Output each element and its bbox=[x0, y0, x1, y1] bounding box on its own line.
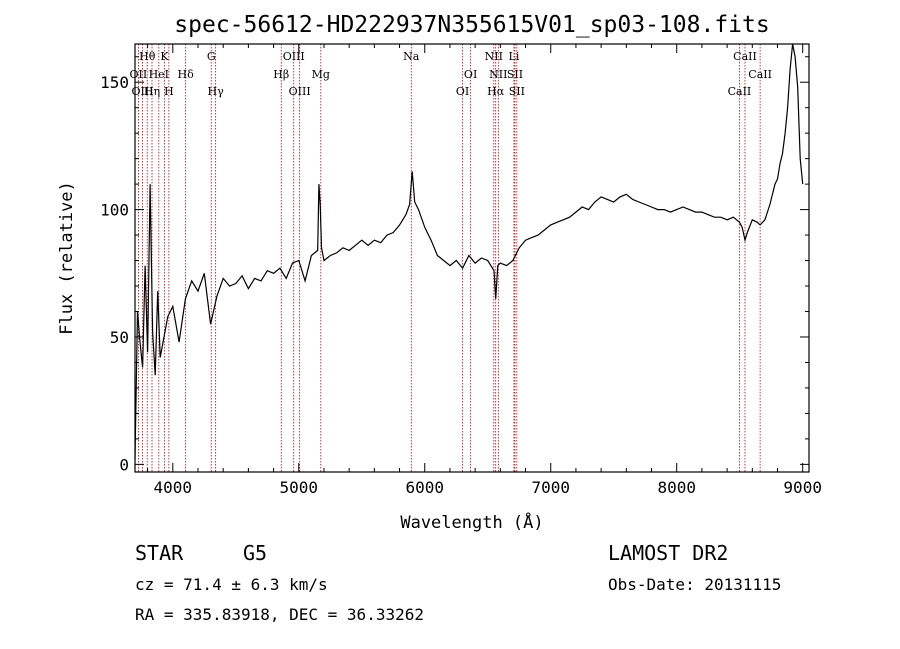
line-label-10: Hδ bbox=[178, 68, 195, 81]
line-label-12: Mg bbox=[312, 68, 330, 81]
x-tick-label-2: 6000 bbox=[405, 478, 444, 497]
line-label-2: G bbox=[207, 50, 216, 63]
line-label-14: NII bbox=[489, 68, 507, 81]
x-tick-label-5: 9000 bbox=[783, 478, 822, 497]
y-tick-label-1: 50 bbox=[110, 328, 129, 347]
line-label-22: OI bbox=[456, 85, 469, 98]
line-label-7: CaII bbox=[733, 50, 757, 63]
line-label-1: K bbox=[160, 50, 169, 63]
x-tick-label-1: 5000 bbox=[280, 478, 319, 497]
y-axis-ticks: 0 50 100 150 bbox=[100, 56, 809, 474]
y-tick-label-2: 100 bbox=[100, 201, 129, 220]
line-label-5: NII bbox=[485, 50, 503, 63]
spectrum-line bbox=[134, 43, 804, 460]
line-label-11: Hβ bbox=[273, 68, 289, 81]
line-label-15: SII bbox=[507, 68, 523, 81]
x-axis-label: Wavelength (Å) bbox=[400, 511, 543, 533]
line-label-0: Hθ bbox=[139, 50, 156, 63]
x-tick-label-3: 7000 bbox=[531, 478, 570, 497]
line-label-4: Na bbox=[403, 50, 420, 63]
y-axis-label: Flux (relative) bbox=[57, 181, 77, 335]
object-class: STAR bbox=[135, 541, 184, 565]
redshift-info: cz = 71.4 ± 6.3 km/s bbox=[135, 575, 328, 594]
coordinates-info: RA = 335.83918, DEC = 36.33262 bbox=[135, 605, 424, 624]
x-tick-label-4: 8000 bbox=[657, 478, 696, 497]
object-subclass: G5 bbox=[243, 541, 267, 565]
x-tick-label-0: 4000 bbox=[154, 478, 193, 497]
y-tick-label-3: 150 bbox=[100, 73, 129, 92]
line-label-25: CaII bbox=[728, 85, 752, 98]
line-label-23: Hα bbox=[487, 85, 505, 98]
chart-title: spec-56612-HD222937N355615V01_sp03-108.f… bbox=[174, 12, 769, 38]
line-label-8: OII bbox=[130, 68, 148, 81]
line-label-21: OIII bbox=[289, 85, 311, 98]
line-label-19: H bbox=[164, 85, 174, 98]
line-label-20: Hγ bbox=[208, 85, 225, 98]
line-label-16: CaII bbox=[748, 68, 772, 81]
line-label-3: OIII bbox=[283, 50, 305, 63]
y-tick-label-0: 0 bbox=[119, 455, 129, 474]
line-label-17: OIII bbox=[132, 85, 154, 98]
line-label-6: Li bbox=[509, 50, 520, 63]
plot-frame bbox=[134, 43, 810, 473]
line-label-13: OI bbox=[464, 68, 477, 81]
line-label-18: Hη bbox=[144, 85, 160, 98]
obs-date: Obs-Date: 20131115 bbox=[608, 575, 781, 594]
line-label-24: SII bbox=[509, 85, 525, 98]
line-label-9: HeI bbox=[149, 68, 169, 81]
survey-label: LAMOST DR2 bbox=[608, 541, 728, 565]
x-axis-ticks: 4000 5000 6000 7000 8000 9000 bbox=[147, 44, 822, 497]
